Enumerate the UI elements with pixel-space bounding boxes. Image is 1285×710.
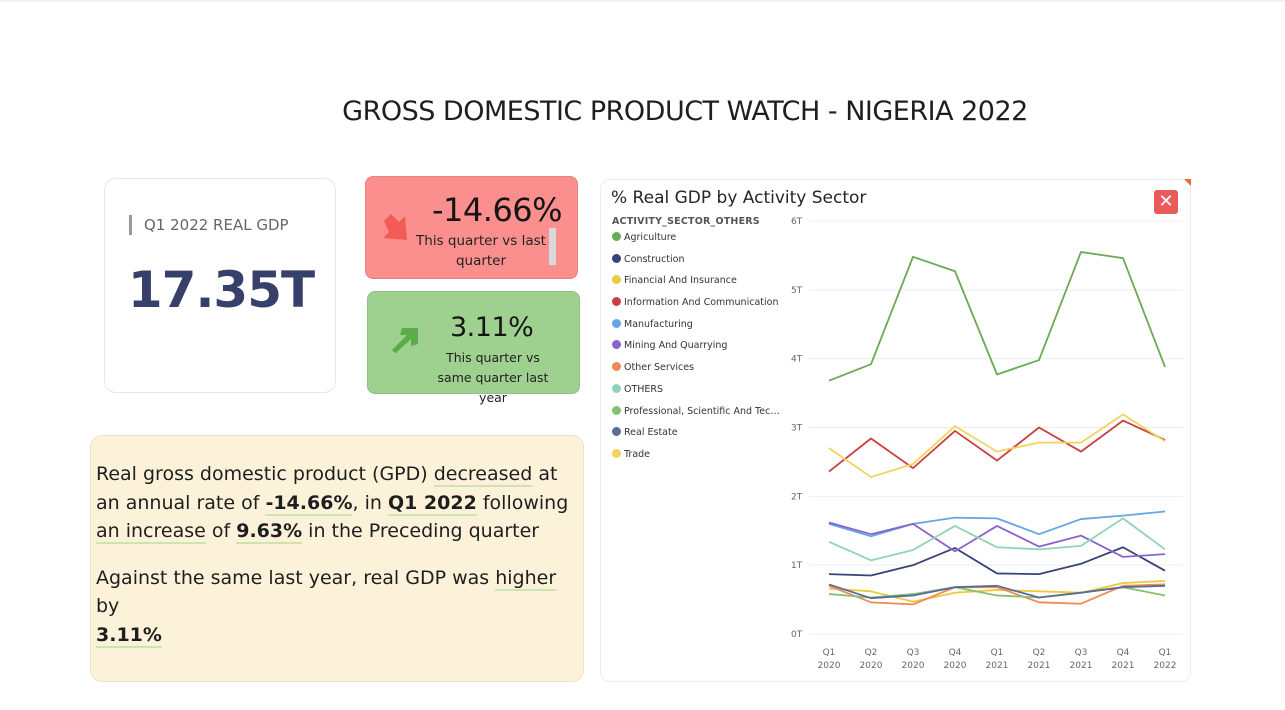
legend-item[interactable]: Trade [612,448,782,470]
legend-item[interactable]: Construction [612,253,782,275]
chart-legend: ACTIVITY_SECTOR_OTHERS Agriculture Constr… [612,216,782,470]
series-line-mining-and-quarrying[interactable] [828,521,1166,558]
legend-item[interactable]: Financial And Insurance [612,274,782,296]
focus-corner-marker [1184,179,1191,186]
x-tick-label: Q3 [907,648,920,658]
quarter-highlight: Q1 2022 [387,491,477,516]
legend-label: Other Services [624,362,695,374]
legend-dot-icon [612,318,621,328]
close-button[interactable]: ✕ [1154,190,1178,214]
y-tick-label: 1T [791,561,803,571]
series-line-trade[interactable] [828,413,1166,478]
x-tick-label: Q4 [949,648,962,658]
legend-item[interactable]: Other Services [612,361,782,383]
top-rule [0,0,1285,2]
series-line-construction[interactable] [828,546,1166,577]
series-line-others[interactable] [828,517,1166,562]
legend-dot-icon [612,383,621,393]
narrative-paragraph-1: Real gross domestic product (GPD) decrea… [96,463,569,544]
series-line-information-and-communication[interactable] [828,419,1166,473]
x-tick-label: Q4 [1117,648,1130,658]
x-tick-label: Q2 [1033,648,1046,658]
real-gdp-label: Q1 2022 REAL GDP [129,215,289,235]
page-title: GROSS DOMESTIC PRODUCT WATCH - NIGERIA 2… [342,96,1028,127]
real-gdp-value: 17.35T [127,261,315,319]
series-line-agriculture[interactable] [828,251,1166,382]
arrow-down-right-icon [383,214,407,240]
legend-item[interactable]: OTHERS [612,383,782,405]
x-tick-label: 2021 [1028,661,1051,671]
y-tick-label: 5T [791,286,803,296]
y-tick-label: 2T [791,492,803,502]
legend-label: Manufacturing [624,318,693,330]
legend-title: ACTIVITY_SECTOR_OTHERS [612,216,760,227]
narrative-panel: Real gross domestic product (GPD) decrea… [90,435,584,682]
legend-item[interactable]: Information And Communication [612,296,782,318]
legend-label: Mining And Quarrying [624,340,728,352]
y-tick-label: 6T [791,217,803,227]
x-tick-label: 2020 [860,661,883,671]
x-tick-label: Q3 [1075,648,1088,658]
legend-label: Professional, Scientific And Tech... [624,405,782,417]
legend-dot-icon [612,297,621,307]
sector-line-chart: 0T 1T 2T 3T 4T 5T 6T Q1 2020 Q2 2020 Q3 2020 Q4 2020 Q1… [791,217,1183,671]
legend-label: Financial And Insurance [624,275,737,287]
legend-dot-icon [612,405,621,415]
rate-highlight: -14.66% [265,491,353,516]
x-tick-label: 2020 [818,661,841,671]
decreased-link: decreased [433,463,533,487]
chart-title: % Real GDP by Activity Sector [611,188,867,208]
x-tick-label: 2020 [902,661,925,671]
x-tick-label: 2021 [1070,661,1093,671]
x-tick-label: 2020 [944,661,967,671]
quarter-change-card: -14.66% This quarter vs last quarter [365,176,578,279]
legend-item[interactable]: Manufacturing [612,318,782,340]
arrow-up-right-icon [392,328,418,353]
legend-dot-icon [612,275,621,285]
quarter-change-caption: This quarter vs last quarter [416,233,546,269]
x-tick-label: Q1 [991,648,1004,658]
quarter-change-value: -14.66% [432,191,563,229]
yoy-rate-highlight: 3.11% [96,623,162,648]
year-change-value: 3.11% [450,312,534,343]
legend-item[interactable]: Agriculture [612,231,782,253]
x-tick-label: 2021 [1112,661,1135,671]
card-scrollbar[interactable] [549,228,556,265]
series-line-financial-and-insurance[interactable] [828,580,1166,603]
series-line-real-estate[interactable] [828,583,1166,600]
legend-dot-icon [612,427,621,437]
series-line-manufacturing[interactable] [828,510,1166,538]
x-tick-label: 2021 [986,661,1009,671]
increase-link: an increase [96,520,206,544]
legend-dot-icon [612,232,621,241]
real-gdp-card: Q1 2022 REAL GDP 17.35T [104,178,336,393]
legend-label: Real Estate [624,427,678,439]
y-tick-label: 0T [791,630,803,640]
x-tick-label: 2022 [1154,661,1177,671]
x-tick-label: Q1 [823,648,836,658]
legend-label: Construction [624,253,685,265]
y-tick-label: 3T [791,424,803,434]
legend-label: OTHERS [624,383,664,395]
legend-dot-icon [612,362,621,372]
legend-dot-icon [612,253,621,263]
y-tick-label: 4T [791,355,803,365]
legend-item[interactable]: Professional, Scientific And Tech... [612,405,782,427]
year-change-card: 3.11% This quarter vs same quarter last … [367,291,580,405]
x-tick-label: Q2 [865,648,878,658]
legend-label: Information And Communication [624,297,779,309]
x-tick-label: Q1 [1159,648,1172,658]
legend-dot-icon [612,340,621,350]
sector-chart-card: 0T 1T 2T 3T 4T 5T 6T Q1 2020 Q2 2020 Q3 2020 Q4 2020 Q1… [600,179,1191,682]
legend-item[interactable]: Real Estate [612,426,782,448]
higher-link: higher [495,566,557,591]
prev-rate-highlight: 9.63% [236,520,303,544]
series-line-other-services[interactable] [828,583,1166,606]
legend-label: Agriculture [624,232,677,243]
narrative-paragraph-2: Against the same last year, real GDP was… [96,566,557,648]
legend-dot-icon [612,448,621,458]
legend-item[interactable]: Mining And Quarrying [612,339,782,361]
legend-label: Trade [624,448,651,460]
year-change-caption: This quarter vs same quarter last year [437,350,549,405]
